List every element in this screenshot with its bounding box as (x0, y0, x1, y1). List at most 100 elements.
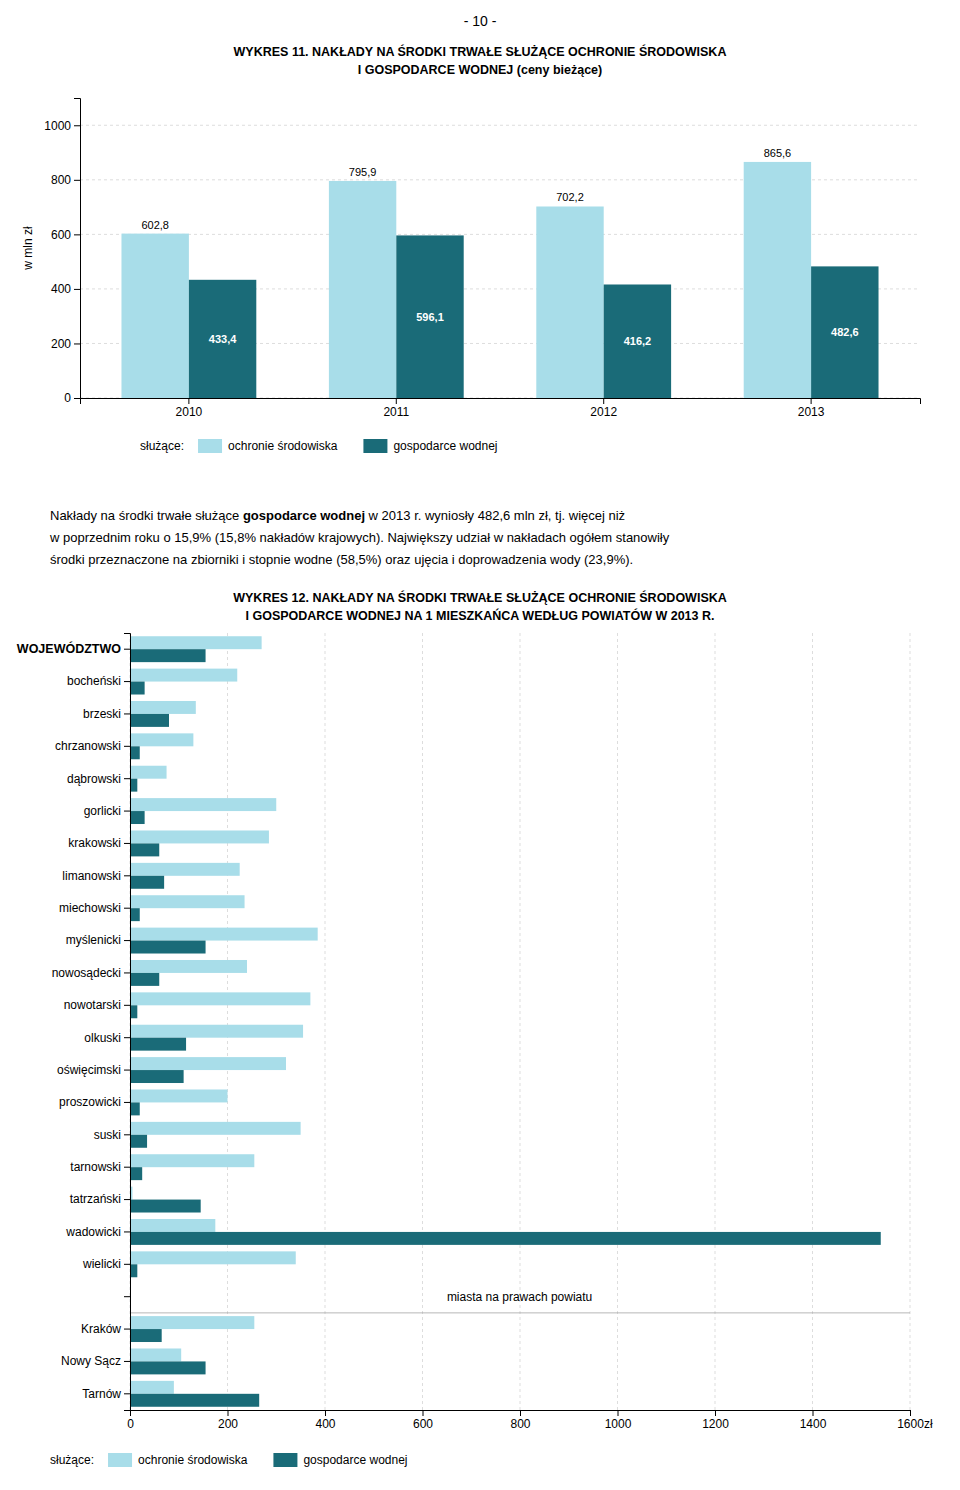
tick-label: 400 (315, 1417, 335, 1431)
bar (130, 1329, 162, 1342)
tick-mark (124, 811, 130, 812)
tick-label: suski (94, 1128, 121, 1142)
tick-mark (396, 398, 397, 404)
bar (121, 234, 188, 398)
tick: 800 (51, 173, 80, 187)
bar (604, 284, 671, 398)
bar (130, 714, 169, 727)
legend-title: służące: (140, 439, 184, 453)
bar (130, 669, 237, 682)
legend-swatch (108, 1453, 132, 1467)
bar (130, 843, 159, 856)
tick-label: 400 (51, 282, 71, 296)
tick-label: 2011 (383, 405, 409, 419)
tick-label: 1200 (702, 1417, 729, 1431)
paragraph-segment: środki przeznaczone na zbiorniki i stopn… (50, 552, 633, 567)
tick-mark (813, 1410, 814, 1416)
grid-line (617, 633, 618, 1410)
bar (130, 1025, 303, 1038)
tick: nowotarski (64, 998, 130, 1012)
grid-line (812, 633, 813, 1410)
tick-label: limanowski (62, 869, 121, 883)
page: - 10 -WYKRES 11. NAKŁADY NA ŚRODKI TRWAŁ… (0, 0, 960, 1490)
bar (130, 701, 196, 714)
grid-line (227, 633, 228, 1410)
bar (130, 1219, 215, 1232)
tick-mark (124, 972, 130, 973)
tick: 1600 (897, 1410, 924, 1431)
data-labels: 602,8795,9702,2865,6433,4596,1416,2482,6 (141, 147, 858, 347)
tick-mark (910, 1410, 911, 1416)
tick: tarnowski (70, 1160, 130, 1174)
tick-label: 0 (127, 1417, 134, 1431)
bar (130, 1005, 137, 1018)
bar (130, 863, 240, 876)
legend-label: ochronie środowiska (138, 1453, 248, 1467)
x-axis: 2010201120122013 (81, 398, 921, 419)
tick: proszowicki (59, 1095, 130, 1109)
tick: wielicki (82, 1257, 130, 1271)
x-axis: 02004006008001000120014001600 (127, 1410, 924, 1431)
tick: 200 (51, 337, 80, 351)
paragraph-line: środki przeznaczone na zbiorniki i stopn… (50, 552, 633, 567)
tick: tatrzański (70, 1192, 130, 1206)
bar (396, 235, 463, 398)
bar (130, 1122, 301, 1135)
bar (130, 811, 145, 824)
grid-line (422, 633, 423, 1410)
axis-line (74, 99, 81, 399)
tick-label: 600 (413, 1417, 433, 1431)
axis-line (131, 1411, 911, 1417)
bar (130, 1316, 254, 1329)
bar (130, 1264, 137, 1277)
legend-item: ochronie środowiska (108, 1453, 248, 1467)
tick-mark (124, 1102, 130, 1103)
tick-label: dąbrowski (67, 772, 121, 786)
tick-label: 1400 (800, 1417, 827, 1431)
bar (744, 162, 811, 398)
tick: 1400 (800, 1410, 827, 1431)
chart-title: I GOSPODARCE WODNEJ NA 1 MIESZKAŃCA WEDŁ… (245, 608, 714, 623)
bar (130, 1167, 142, 1180)
grid-line (910, 633, 911, 1410)
tick: miechowski (59, 901, 130, 915)
tick: 0 (64, 391, 80, 405)
y-axis: 02004006008001000 (44, 99, 80, 406)
tick-mark (124, 1134, 130, 1135)
bar (189, 280, 256, 398)
tick: 1000 (44, 119, 80, 133)
annotation: miasta na prawach powiatu (447, 1290, 592, 1304)
grid-line (715, 633, 716, 1410)
tick-label: chrzanowski (55, 739, 121, 753)
legend-label: gospodarce wodnej (303, 1453, 407, 1467)
bar (130, 992, 310, 1005)
tick: oświęcimski (57, 1063, 130, 1077)
bar (536, 206, 603, 398)
bar (130, 1251, 296, 1264)
paragraph-segment: gospodarce wodnej (243, 508, 365, 523)
bar (130, 895, 245, 908)
tick-mark (124, 1329, 130, 1330)
chart-title: WYKRES 12. NAKŁADY NA ŚRODKI TRWAŁE SŁUŻ… (233, 590, 727, 605)
tick-label: 0 (64, 391, 71, 405)
tick-mark (74, 234, 80, 235)
tick: 2010 (176, 398, 203, 419)
data-label: 795,9 (349, 166, 377, 178)
tick-label: 2010 (176, 405, 203, 419)
tick-label: krakowski (68, 836, 121, 850)
tick: olkuski (84, 1031, 130, 1045)
data-label: 596,1 (416, 311, 444, 323)
tick (124, 1296, 130, 1297)
tick-label: tarnowski (70, 1160, 121, 1174)
tick: 600 (413, 1410, 433, 1431)
tick-mark (74, 398, 80, 399)
tick: myślenicki (66, 933, 130, 947)
tick-mark (130, 1410, 131, 1416)
bar (130, 973, 159, 986)
tick-mark (124, 713, 130, 714)
bar (130, 766, 167, 779)
tick-label: proszowicki (59, 1095, 121, 1109)
paragraph-line: Nakłady na środki trwałe służące gospoda… (50, 508, 625, 523)
tick: 2013 (798, 398, 825, 419)
bar (130, 746, 140, 759)
